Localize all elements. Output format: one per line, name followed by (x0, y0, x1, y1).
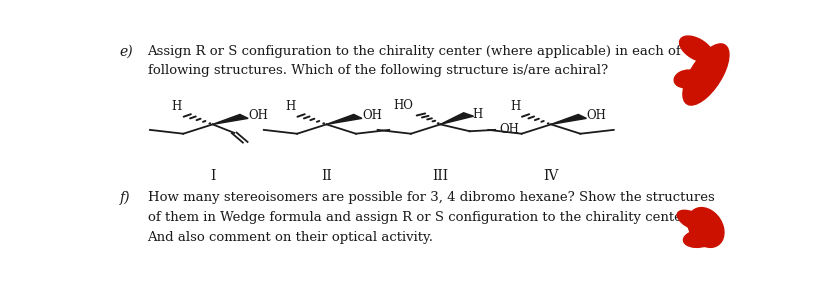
Text: f): f) (120, 191, 131, 205)
Text: OH: OH (587, 109, 606, 122)
Text: And also comment on their optical activity.: And also comment on their optical activi… (148, 231, 433, 244)
Text: How many stereoisomers are possible for 3, 4 dibromo hexane? Show the structures: How many stereoisomers are possible for … (148, 191, 714, 204)
Text: IV: IV (543, 169, 559, 183)
Text: following structures. Which of the following structure is/are achiral?: following structures. Which of the follo… (148, 65, 608, 77)
Ellipse shape (680, 36, 713, 62)
Text: III: III (432, 169, 449, 183)
Ellipse shape (684, 230, 716, 247)
Text: I: I (210, 169, 215, 183)
Polygon shape (441, 113, 473, 124)
Text: Assign R or S configuration to the chirality center (where applicable) in each o: Assign R or S configuration to the chira… (148, 45, 707, 58)
Text: OH: OH (499, 123, 519, 137)
Polygon shape (326, 114, 362, 124)
Text: H: H (286, 100, 295, 113)
Text: II: II (322, 169, 332, 183)
Ellipse shape (688, 208, 724, 247)
Text: of them in Wedge formula and assign R or S configuration to the chirality center: of them in Wedge formula and assign R or… (148, 211, 698, 224)
Ellipse shape (683, 44, 729, 105)
Text: OH: OH (248, 109, 268, 122)
Ellipse shape (674, 70, 700, 88)
Text: HO: HO (394, 99, 414, 112)
Text: OH: OH (362, 109, 382, 122)
Text: H: H (171, 100, 182, 113)
Polygon shape (551, 114, 587, 124)
Polygon shape (213, 114, 248, 124)
Text: H: H (472, 107, 482, 121)
Text: e): e) (120, 45, 133, 58)
Text: H: H (510, 100, 521, 113)
Ellipse shape (677, 210, 709, 231)
